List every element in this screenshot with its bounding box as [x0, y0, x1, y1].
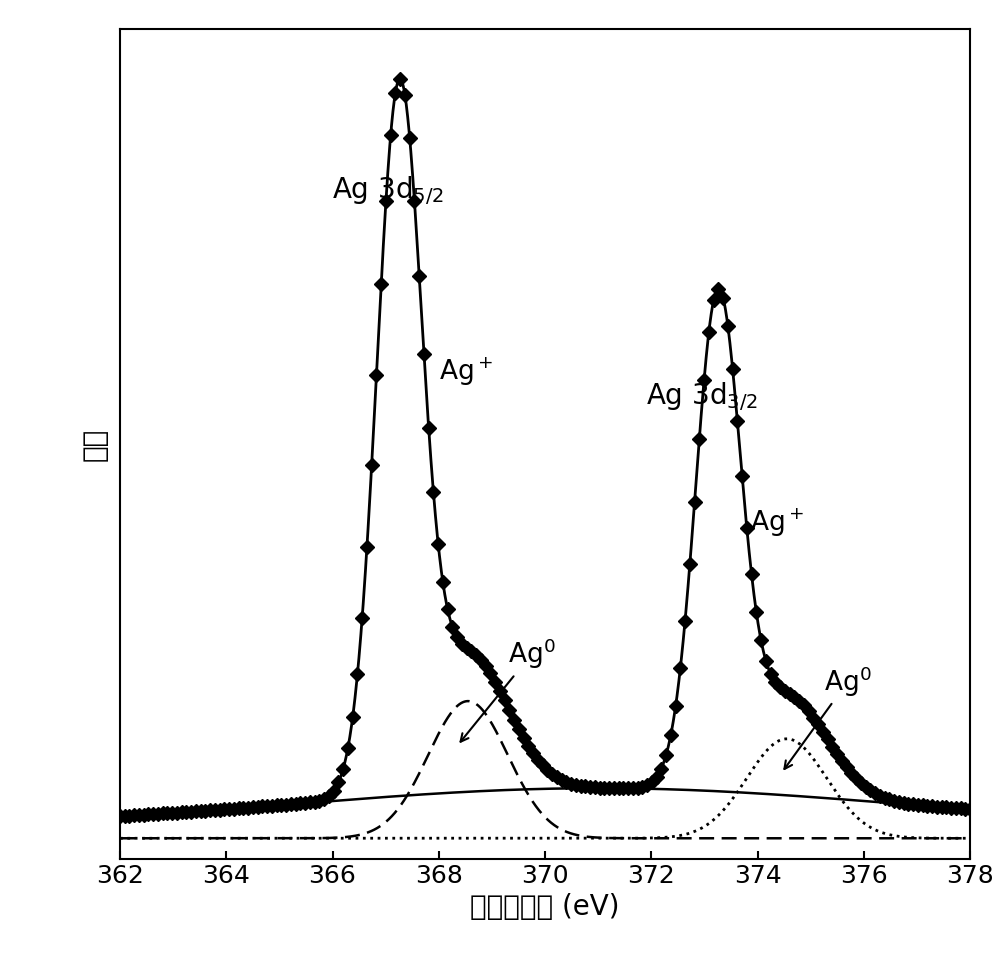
Text: Ag$^0$: Ag$^0$ — [461, 637, 555, 742]
Y-axis label: 强度: 强度 — [81, 427, 109, 460]
X-axis label: 电子结合能 (eV): 电子结合能 (eV) — [470, 894, 620, 922]
Text: Ag$^+$: Ag$^+$ — [439, 356, 493, 388]
Text: Ag$^0$: Ag$^0$ — [784, 664, 871, 769]
Text: Ag 3d$_{5/2}$: Ag 3d$_{5/2}$ — [332, 175, 444, 207]
Text: Ag 3d$_{3/2}$: Ag 3d$_{3/2}$ — [646, 380, 757, 413]
Text: Ag$^+$: Ag$^+$ — [750, 507, 804, 539]
